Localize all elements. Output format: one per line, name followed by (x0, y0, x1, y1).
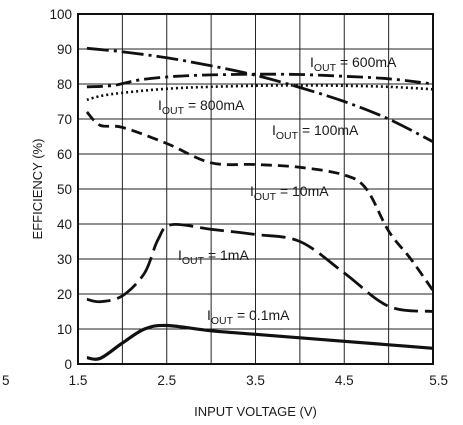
series-label-1ma: IOUT = 1mA (178, 247, 249, 267)
grid (78, 14, 433, 364)
series-label-800ma: IOUT = 800mA (158, 97, 245, 117)
x-tick-labels: 1.5 2.5 3.5 4.5 5.5 (69, 373, 448, 388)
series-line-600ma (86, 46, 434, 144)
y-tick-label: 30 (57, 252, 72, 267)
x-tick-label: 3.5 (246, 373, 265, 388)
y-tick-label: 100 (49, 7, 72, 22)
y-tick-labels: 0 10 20 30 40 50 60 70 80 90 100 (49, 7, 72, 372)
series-line-100ma (86, 72, 434, 89)
y-tick-label: 80 (57, 77, 72, 92)
y-tick-label: 0 (64, 357, 72, 372)
x-tick-label: 2.5 (157, 373, 176, 388)
y-tick-label: 90 (57, 42, 72, 57)
y-tick-label: 70 (57, 112, 72, 127)
plot-frame (77, 13, 434, 365)
x-tick-label: 1.5 (69, 373, 88, 388)
x-axis-title: INPUT VOLTAGE (V) (194, 404, 317, 419)
series-labels: IOUT = 600mA IOUT = 100mA IOUT = 800mA IOUT… (158, 54, 397, 327)
series-line-10ma (85, 111, 435, 292)
series-label-10ma: IOUT = 10mA (250, 183, 329, 203)
series-label-600ma: IOUT = 600mA (310, 54, 397, 74)
series-lines (85, 46, 435, 361)
y-tick-label: 40 (57, 217, 72, 232)
y-axis-title: EFFICIENCY (%) (30, 139, 45, 240)
series-line-1ma (86, 222, 434, 313)
series-label-100ma: IOUT = 100mA (272, 122, 359, 142)
x-tick-label: 5.5 (429, 373, 448, 388)
y-tick-label: 50 (57, 182, 72, 197)
y-tick-label: 60 (57, 147, 72, 162)
edge-tick-label: 5 (2, 373, 10, 388)
y-tick-label: 20 (57, 287, 72, 302)
series-label-0-1ma: IOUT = 0.1mA (207, 307, 290, 327)
series-line-800ma (86, 84, 434, 102)
series-line-0-1ma (86, 323, 434, 361)
y-tick-label: 10 (57, 322, 72, 337)
x-tick-label: 4.5 (335, 373, 354, 388)
